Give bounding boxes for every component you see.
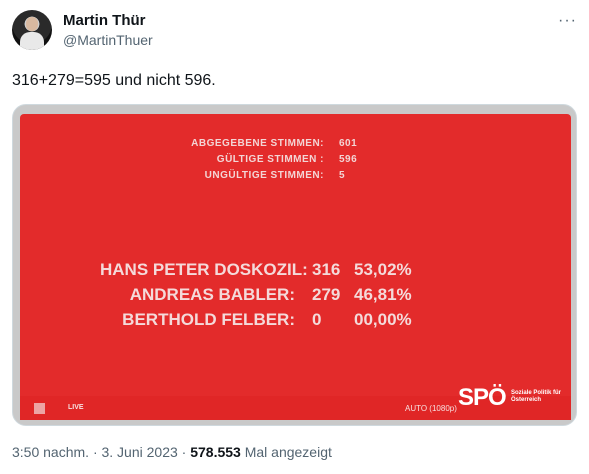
view-count: 578.553 xyxy=(190,444,241,460)
stat-label: UNGÜLTIGE STIMMEN: xyxy=(204,170,324,181)
video-screen[interactable]: ABGEGEBENE STIMMEN: 601 GÜLTIGE STIMMEN … xyxy=(20,114,571,420)
candidate-name: ANDREAS BABLER: xyxy=(129,285,295,304)
candidate-percent: 00,00% xyxy=(354,310,412,329)
stat-label: GÜLTIGE STIMMEN : xyxy=(216,154,324,165)
stop-icon[interactable] xyxy=(34,403,45,414)
spoe-logo-subtitle: Soziale Politik für Österreich xyxy=(511,390,562,403)
tweet-header: Martin Thür @MartinThuer ··· xyxy=(12,10,577,54)
tweet-timestamp[interactable]: 3:50 nachm. · 3. Juni 2023 · xyxy=(12,444,187,460)
candidate-name: HANS PETER DOSKOZIL: xyxy=(100,260,308,279)
candidate-percent: 53,02% xyxy=(354,260,412,279)
view-count-suffix: Mal angezeigt xyxy=(244,444,332,460)
live-indicator: LIVE xyxy=(68,404,84,411)
candidate-name: BERTHOLD FELBER: xyxy=(122,310,295,329)
stat-value: 601 xyxy=(339,138,358,149)
stat-value: 5 xyxy=(339,170,346,181)
more-horizontal-icon[interactable]: ··· xyxy=(558,12,577,29)
author-handle[interactable]: @MartinThuer xyxy=(63,32,153,48)
candidate-votes: 279 xyxy=(312,285,341,304)
candidate-votes: 316 xyxy=(312,260,341,279)
quality-selector[interactable]: AUTO (1080p) xyxy=(405,404,457,413)
candidate-votes: 0 xyxy=(312,310,322,329)
video-controls: LIVE AUTO (1080p) SPÖ Soziale Politik fü… xyxy=(20,384,571,420)
author-name[interactable]: Martin Thür xyxy=(63,12,146,29)
stat-value: 596 xyxy=(339,154,358,165)
avatar[interactable] xyxy=(12,10,52,50)
tweet-meta: 3:50 nachm. · 3. Juni 2023 · 578.553 Mal… xyxy=(12,444,332,460)
tweet-text: 316+279=595 und nicht 596. xyxy=(12,72,216,89)
spoe-logo: SPÖ xyxy=(458,384,507,411)
stat-label: ABGEGEBENE STIMMEN: xyxy=(191,138,324,149)
candidate-percent: 46,81% xyxy=(354,285,412,304)
tweet-media[interactable]: ABGEGEBENE STIMMEN: 601 GÜLTIGE STIMMEN … xyxy=(12,104,577,426)
